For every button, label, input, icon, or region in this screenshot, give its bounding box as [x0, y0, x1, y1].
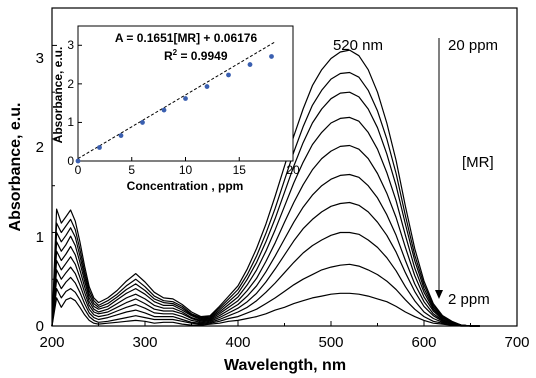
y-axis-title: Absorbance, e.u.: [7, 103, 24, 232]
inset-y-axis-title: Absorbance, e.u.: [51, 47, 65, 144]
inset-y-tick-label: 2: [67, 77, 74, 91]
calibration-point: [140, 120, 145, 125]
calibration-point: [183, 96, 188, 101]
y-tick-label: 2: [36, 139, 44, 156]
y-tick-label: 1: [36, 229, 44, 246]
inset-y-tick-label: 0: [67, 154, 74, 168]
main-y-tick-labels: 0 1 2 3: [36, 50, 44, 335]
spectrum-series-2: [51, 263, 480, 327]
spectrum-series-8: [51, 91, 480, 327]
inset-y-tick-labels: 0 1 2 3: [67, 38, 74, 168]
top-concentration-label: 20 ppm: [448, 37, 498, 54]
calibration-point: [161, 107, 167, 113]
inset-x-tick-label: 15: [233, 163, 247, 177]
spectrum-series-1: [51, 292, 480, 327]
calibration-point: [247, 62, 253, 67]
inset-plot-background: [78, 26, 293, 161]
r-squared-value: = 0.9949: [177, 49, 228, 63]
spectrum-series-5: [51, 173, 480, 327]
y-tick-label: 3: [36, 50, 44, 67]
inset-plot: 0 5 10 15 20 0 1 2 3 Concentration , ppm…: [51, 25, 300, 193]
main-series-group: [51, 49, 480, 327]
concentration-arrow-head: [435, 290, 443, 299]
main-x-tick-labels: 200 300 400 500 600 700: [39, 334, 529, 351]
peak-wavelength-label: 520 nm: [333, 37, 383, 54]
x-tick-label: 500: [318, 334, 343, 351]
fit-line: [77, 41, 275, 160]
inset-points-group: [75, 54, 274, 164]
x-tick-label: 600: [411, 334, 436, 351]
inset-x-tick-labels: 0 5 10 15 20: [75, 163, 300, 177]
calibration-point: [97, 145, 102, 150]
inset-x-tick-label: 0: [75, 163, 82, 177]
spectrum-series-9: [51, 71, 480, 327]
calibration-point: [269, 54, 274, 59]
x-axis-title: Wavelength, nm: [224, 357, 346, 374]
x-tick-label: 200: [39, 334, 64, 351]
spectrum-series-4: [51, 201, 480, 327]
spectrum-series-7: [51, 116, 480, 327]
main-axis-ticks: [51, 44, 518, 327]
inset-x-tick-label: 10: [179, 163, 193, 177]
inset-y-tick-label: 3: [67, 38, 74, 52]
x-tick-label: 300: [132, 334, 157, 351]
x-tick-label: 700: [504, 334, 529, 351]
inset-x-axis-title: Concentration , ppm: [127, 179, 244, 193]
mr-label: [MR]: [462, 154, 494, 171]
inset-x-tick-label: 5: [128, 163, 135, 177]
calibration-point: [204, 84, 210, 89]
inset-y-tick-label: 1: [67, 115, 74, 129]
regression-equation: A = 0.1651[MR] + 0.06176: [115, 31, 258, 45]
r-squared-exponent: 2: [173, 48, 178, 57]
y-tick-label: 0: [36, 318, 44, 335]
r-squared-r: R: [164, 49, 173, 63]
spectrum-series-3: [51, 231, 480, 327]
r-squared-label: R2 = 0.9949: [164, 48, 228, 63]
calibration-point: [226, 72, 231, 78]
spectrum-series-10: [51, 49, 480, 327]
calibration-point: [118, 133, 124, 138]
spectrum-series-6: [51, 144, 480, 327]
bottom-concentration-label: 2 ppm: [448, 291, 490, 308]
inset-fit-line: [77, 41, 275, 160]
inset-x-tick-label: 20: [286, 163, 300, 177]
x-tick-label: 400: [225, 334, 250, 351]
calibration-point: [75, 158, 81, 164]
